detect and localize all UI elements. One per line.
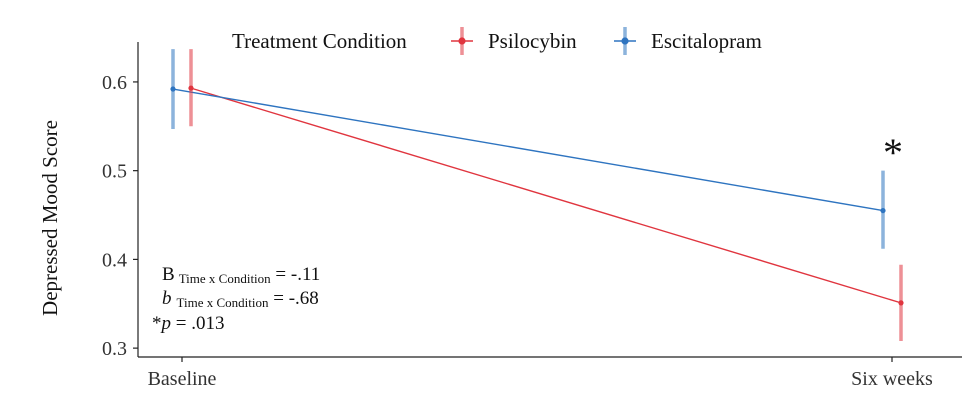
x-tick-label-baseline: Baseline xyxy=(148,368,217,390)
point-psilocybin-six-weeks xyxy=(898,300,904,306)
annotation-line-2: b Time x Condition = -.68 xyxy=(162,288,319,310)
y-tick-label-0-3: 0.3 xyxy=(102,338,127,360)
series-points xyxy=(170,85,904,306)
series-line-psilocybin xyxy=(190,87,902,304)
annotation-line-1: B Time x Condition = -.11 xyxy=(162,264,320,286)
legend-item-psilocybin: Psilocybin xyxy=(451,27,577,55)
series-lines xyxy=(172,87,902,304)
legend-title: Treatment Condition xyxy=(232,29,407,53)
significance-marker: * xyxy=(883,130,903,175)
annotation-2-suffix: = -.68 xyxy=(268,288,318,309)
point-psilocybin-baseline xyxy=(188,85,194,91)
annotation-3-italic: p xyxy=(160,313,172,334)
axes xyxy=(137,42,962,358)
y-tick-label-0-4: 0.4 xyxy=(102,249,127,271)
annotation-3-suffix: = .013 xyxy=(171,313,224,334)
legend-label-psilocybin: Psilocybin xyxy=(488,29,577,53)
y-tick-label-0-6: 0.6 xyxy=(102,72,127,94)
annotation-1-suffix: = -.11 xyxy=(271,264,321,285)
y-axis-title: Depressed Mood Score xyxy=(38,120,62,316)
point-escitalopram-six-weeks xyxy=(880,207,886,214)
x-tick-label-six-weeks: Six weeks xyxy=(851,368,933,390)
legend-key-escitalopram-point xyxy=(621,37,629,45)
annotation-2-prefix: b xyxy=(162,288,172,309)
legend-label-escitalopram: Escitalopram xyxy=(651,29,762,53)
legend: Treatment Condition Psilocybin Escitalop… xyxy=(232,27,762,55)
annotation-1-subscript: Time x Condition xyxy=(179,271,271,286)
y-ticks: 0.3 0.4 0.5 0.6 xyxy=(102,72,138,360)
series-line-escitalopram xyxy=(172,88,884,212)
x-ticks: Baseline Six weeks xyxy=(148,357,933,390)
legend-key-psilocybin-point xyxy=(458,37,466,45)
annotation-1-prefix: B xyxy=(162,264,175,285)
annotation-2-subscript: Time x Condition xyxy=(177,295,269,310)
annotation-line-3: *p = .013 xyxy=(152,313,224,334)
stats-annotation: B Time x Condition = -.11 b Time x Conditi… xyxy=(152,264,320,334)
annotation-3-prefix: * xyxy=(152,313,162,334)
y-tick-label-0-5: 0.5 xyxy=(102,161,127,183)
point-escitalopram-baseline xyxy=(170,86,176,92)
legend-item-escitalopram: Escitalopram xyxy=(614,27,762,55)
